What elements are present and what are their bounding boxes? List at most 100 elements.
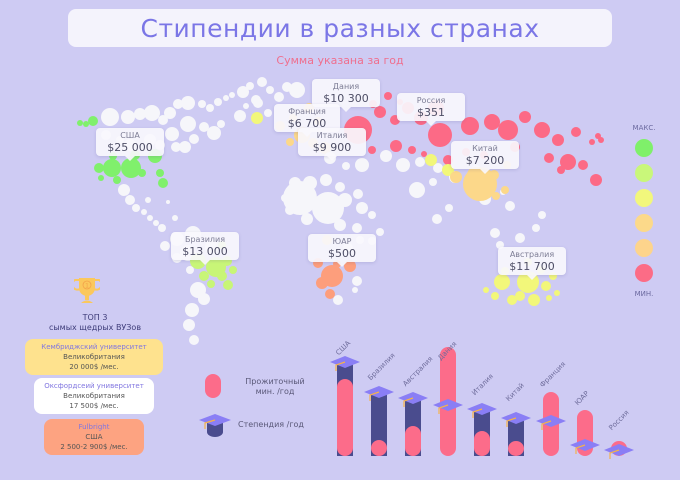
bar-group <box>604 441 634 459</box>
cap-tassel <box>403 397 414 407</box>
map-bubble <box>121 110 135 124</box>
map-bubble <box>432 214 442 224</box>
map-tooltip: Италия $9 900 <box>298 128 366 161</box>
map-bubble <box>409 182 425 198</box>
map-bubble <box>132 204 140 212</box>
map-bubble <box>560 154 576 170</box>
map-bubble <box>578 160 588 170</box>
bar-group <box>467 403 497 456</box>
map-bubble <box>134 108 146 120</box>
map-bubble <box>164 107 176 119</box>
map-bubble <box>532 224 540 232</box>
cap-tassel <box>438 404 449 414</box>
page-subtitle: Сумма указана за год <box>276 54 404 67</box>
map-bubble <box>396 158 410 172</box>
map-bubble <box>429 178 437 186</box>
tooltip-value: $11 700 <box>509 260 555 273</box>
map-bubble <box>352 223 362 233</box>
bar-group <box>536 392 566 456</box>
map-bubble <box>223 280 233 290</box>
map-bubble <box>571 127 581 137</box>
university-amount: 17 500$ /мес. <box>69 402 119 410</box>
map-bubble <box>541 281 551 291</box>
map-bubble <box>189 134 199 144</box>
living-label-line1: Прожиточный <box>245 377 305 386</box>
map-bubble <box>528 294 540 306</box>
map-bubble <box>217 271 227 281</box>
map-bubble <box>353 189 363 199</box>
map-bubble <box>490 228 500 238</box>
map-bubble <box>368 211 376 219</box>
map-bubble <box>519 111 531 123</box>
map-bubble <box>498 120 518 140</box>
map-bubble <box>229 266 237 274</box>
scale-dot-4 <box>635 214 653 232</box>
map-bubble <box>251 112 263 124</box>
map-bubble <box>450 171 462 183</box>
university-amount: 2 500-2 900$ /мес. <box>60 443 128 451</box>
map-bubble <box>198 293 210 305</box>
map-bubble <box>598 137 604 143</box>
university-country: Великобритания <box>63 353 125 361</box>
scale-dot-3 <box>635 189 653 207</box>
bar-group <box>570 410 600 456</box>
map-bubble <box>172 215 178 221</box>
map-bubble <box>166 200 170 204</box>
map-bubble <box>333 295 343 305</box>
title-banner: Стипендии в разных странах <box>68 9 612 47</box>
tooltip-value: $7 200 <box>465 154 505 167</box>
map-tooltip: США $25 000 <box>96 128 164 161</box>
map-bubble <box>113 176 121 184</box>
map-bubble <box>546 295 552 301</box>
map-bubble <box>207 280 215 288</box>
map-bubble <box>246 82 254 90</box>
map-bubble <box>312 192 344 224</box>
map-bubble <box>199 271 209 281</box>
map-bubble <box>501 186 509 194</box>
map-bubble <box>445 204 453 212</box>
map-bubble <box>507 295 517 305</box>
map-bubble <box>183 319 195 331</box>
map-bubble <box>374 106 386 118</box>
university-card-oxford: Оксфордсеий университет Великобритания 1… <box>34 378 154 414</box>
university-name: Оксфордсеий университет <box>44 382 144 390</box>
map-tooltip: Россия $351 <box>397 93 465 126</box>
map-bubble <box>223 95 229 101</box>
map-bubble <box>83 121 89 127</box>
map-bubble <box>443 155 453 165</box>
map-bubble <box>101 108 119 126</box>
map-bubble <box>147 215 153 221</box>
map-bubble <box>433 163 443 173</box>
map-bubble <box>88 116 98 126</box>
tooltip-value: $351 <box>417 106 445 119</box>
cap-tassel <box>575 444 586 454</box>
scale-dot-2 <box>635 164 653 182</box>
tooltip-value: $13 000 <box>182 245 228 258</box>
scholarship-legend-label: Степендия /год <box>238 420 304 429</box>
map-bubble <box>492 192 500 200</box>
map-bubble <box>158 178 168 188</box>
tooltip-value: $25 000 <box>107 141 153 154</box>
cap-tassel <box>472 408 483 418</box>
map-bubble <box>141 209 147 215</box>
map-bubble <box>257 77 267 87</box>
map-bubble <box>160 241 170 251</box>
map-bubble <box>285 205 295 215</box>
cap-tassel <box>369 391 380 401</box>
map-bubble <box>384 92 392 100</box>
tooltip-country: Дания <box>332 82 360 91</box>
tooltip-country: Франция <box>288 107 326 116</box>
map-bubble <box>316 277 328 289</box>
map-bubble <box>534 122 550 138</box>
bar-group <box>364 386 394 456</box>
living-min-bar <box>371 440 387 456</box>
map-bubble <box>165 127 179 141</box>
map-bubble <box>171 142 181 152</box>
map-bubble <box>153 220 159 226</box>
map-tooltip: Китай $7 200 <box>451 141 519 174</box>
map-bubble <box>237 86 249 98</box>
map-bubble <box>138 169 146 177</box>
map-bubble <box>206 104 214 112</box>
tooltip-country: Италия <box>316 131 348 140</box>
map-tooltip: Бразилия $13 000 <box>171 232 239 265</box>
